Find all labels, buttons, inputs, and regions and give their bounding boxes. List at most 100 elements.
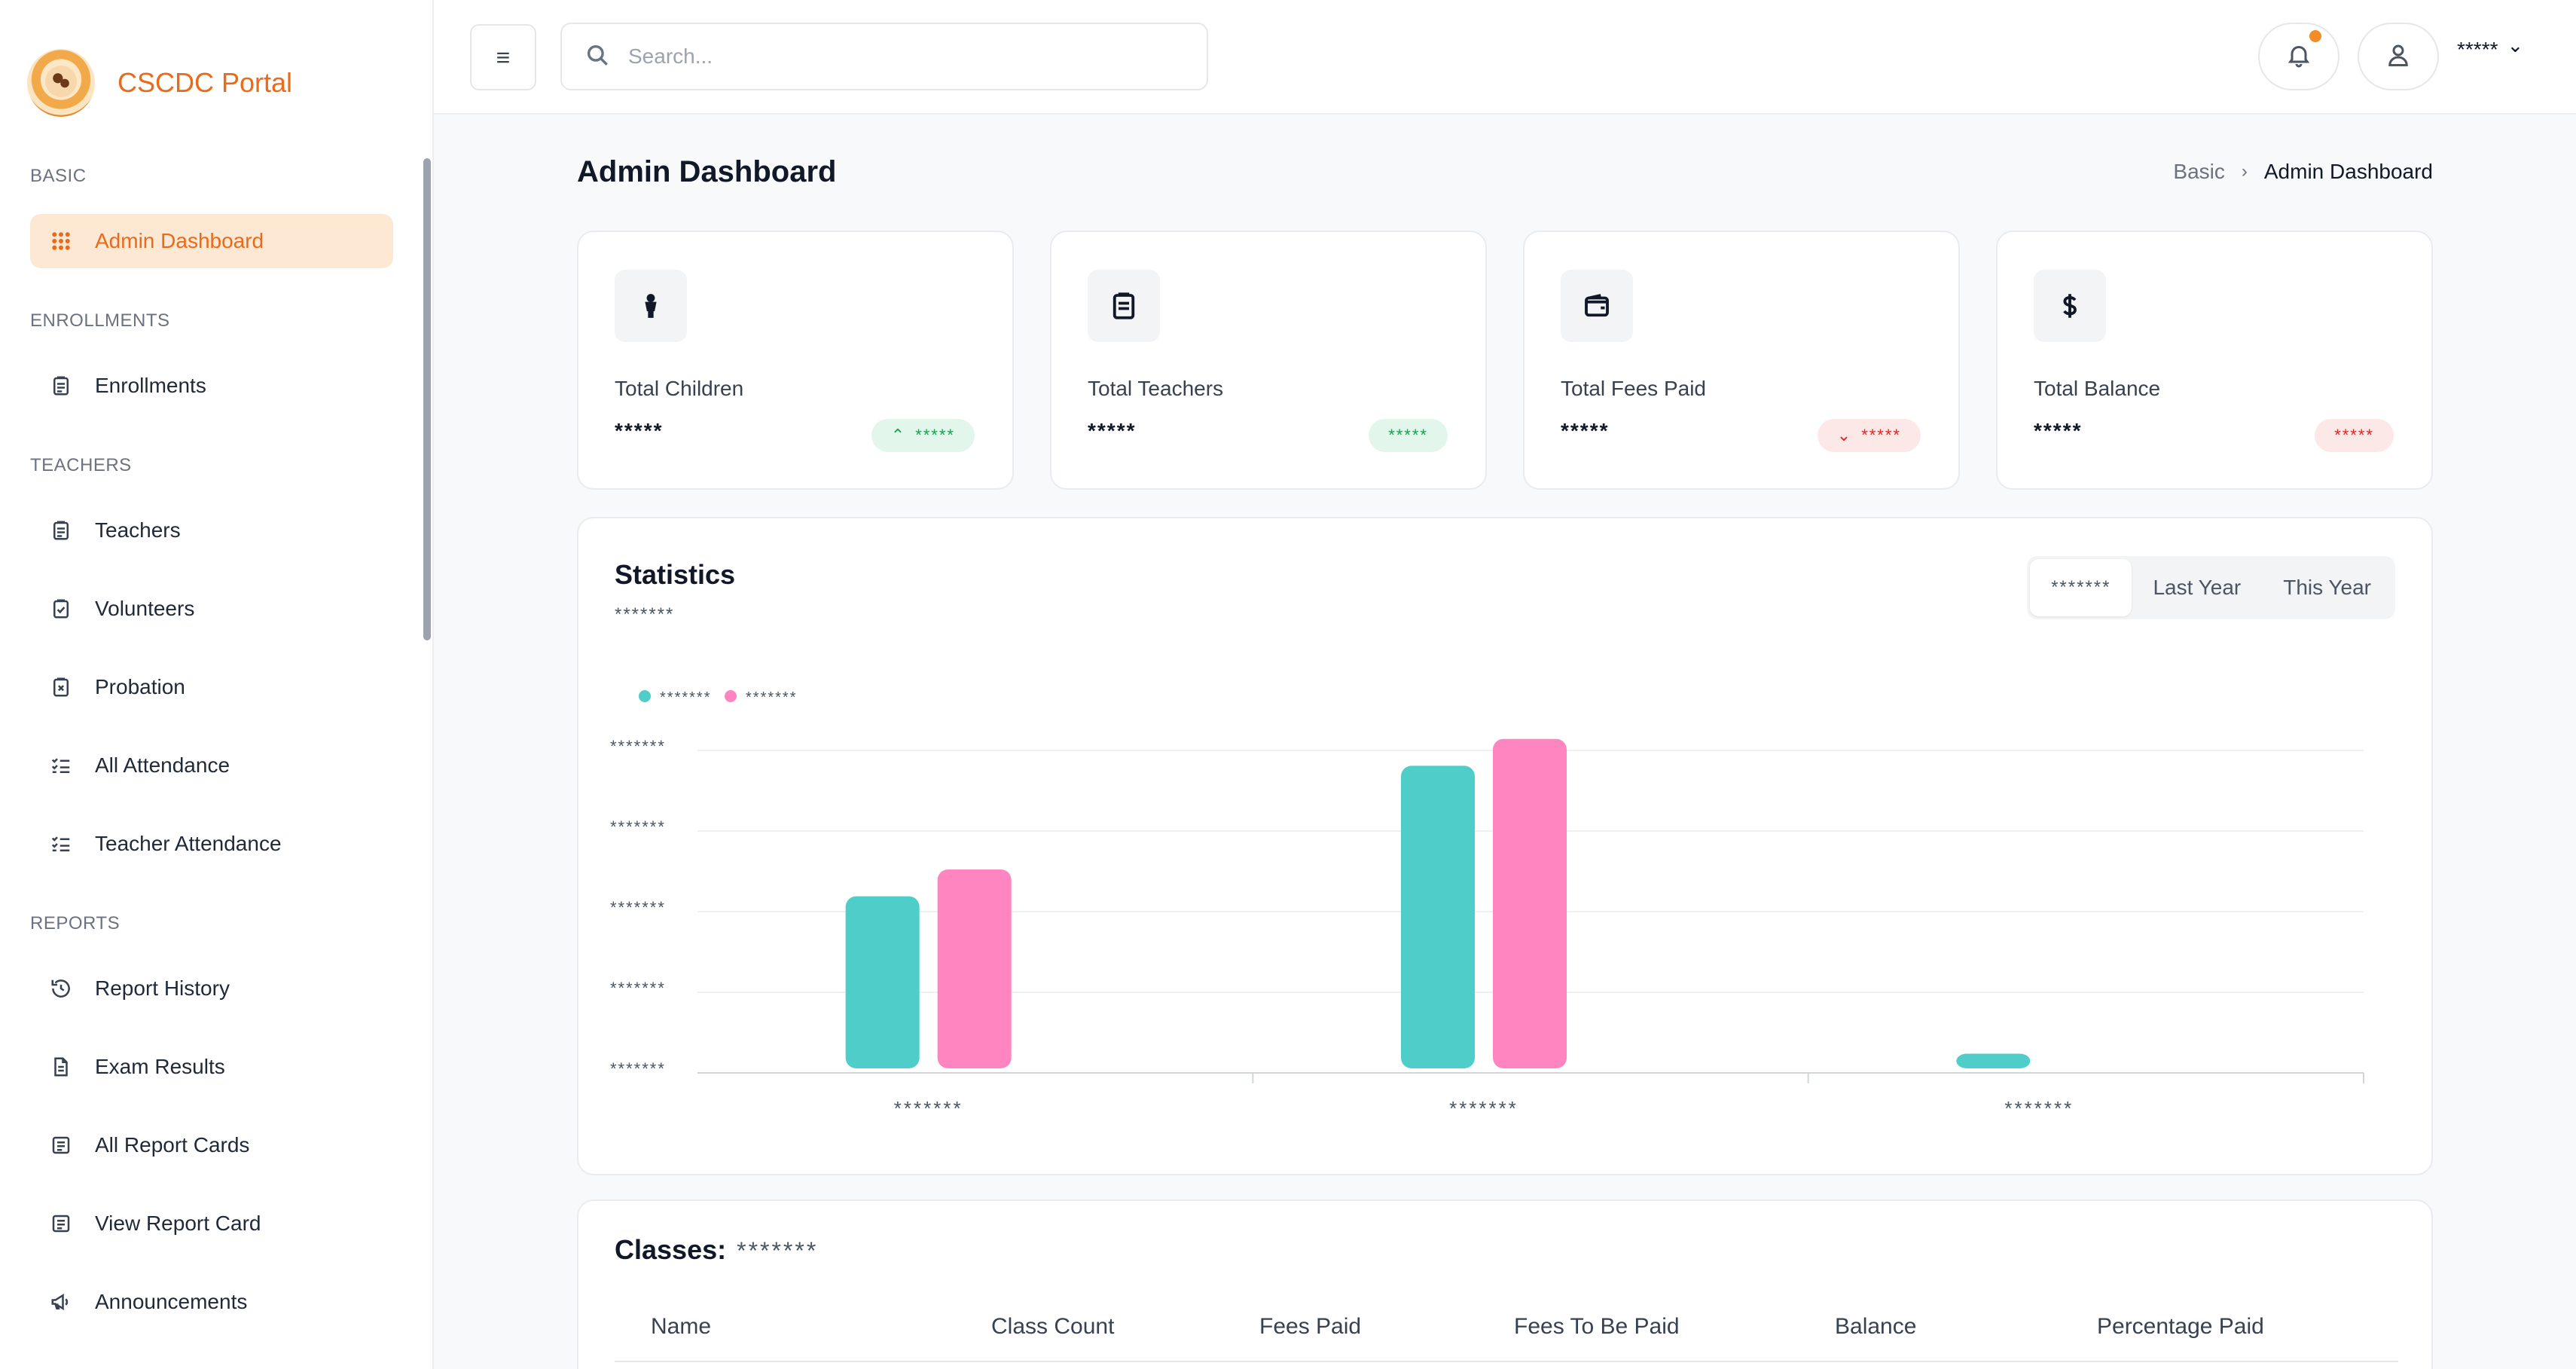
- legend-marker: [639, 690, 651, 702]
- legend-label: *******: [660, 689, 711, 706]
- sidebar-item-label: Probation: [95, 675, 185, 698]
- brand-title: CSCDC Portal: [118, 67, 293, 98]
- sidebar-item-teachers[interactable]: Teachers: [30, 503, 393, 558]
- chevron-up-icon: ⌃: [890, 426, 907, 445]
- card-label: Total Teachers: [1088, 377, 1224, 400]
- stat-card-total-balance: Total Balance ***** *****: [1996, 231, 2433, 490]
- card-value: *****: [1088, 419, 1137, 442]
- sidebar: CSCDC Portal BASIC Admin Dashboard ENROL…: [0, 0, 434, 1369]
- search-input[interactable]: [628, 44, 1155, 69]
- checklist-icon: [50, 833, 72, 855]
- card-label: Total Fees Paid: [1561, 377, 1706, 400]
- x-tick-label: *******: [1449, 1097, 1518, 1120]
- sidebar-item-enrollments[interactable]: Enrollments: [30, 359, 393, 413]
- column-header-percentage-paid[interactable]: Percentage Paid: [2097, 1314, 2264, 1339]
- user-icon: [2385, 41, 2412, 72]
- sidebar-item-label: Enrollments: [95, 374, 206, 397]
- page-title: Admin Dashboard: [577, 155, 837, 188]
- column-header-fees-to-be-paid[interactable]: Fees To Be Paid: [1514, 1314, 1680, 1339]
- user-name: *****: [2457, 38, 2498, 61]
- wallet-icon: [1561, 270, 1633, 342]
- menu-toggle-button[interactable]: ≡: [470, 24, 536, 90]
- notification-dot: [2309, 30, 2321, 42]
- period-button-last-year[interactable]: Last Year: [2153, 576, 2242, 599]
- brand[interactable]: CSCDC Portal: [27, 45, 292, 121]
- breadcrumb-separator-icon: ›: [2241, 161, 2248, 182]
- grid-icon: [50, 230, 72, 252]
- y-tick-label: *******: [610, 817, 666, 836]
- statistics-title: Statistics: [615, 559, 736, 590]
- dollar-icon: [2034, 270, 2106, 342]
- chevron-down-icon: ⌄: [2507, 33, 2524, 57]
- sidebar-item-all-attendance[interactable]: All Attendance: [30, 738, 393, 793]
- table-header-divider: [615, 1361, 2398, 1362]
- breadcrumb-current: Admin Dashboard: [2263, 160, 2433, 183]
- column-header-name[interactable]: Name: [651, 1314, 712, 1339]
- column-header-balance[interactable]: Balance: [1835, 1314, 1917, 1339]
- list-document-icon: [50, 1134, 72, 1157]
- card-value: *****: [615, 419, 664, 442]
- sidebar-item-report-history[interactable]: Report History: [30, 961, 393, 1016]
- history-icon: [50, 977, 72, 1000]
- document-icon: [50, 1056, 72, 1078]
- period-button-this-year[interactable]: This Year: [2283, 576, 2371, 599]
- list-document-icon: [50, 1212, 72, 1235]
- sidebar-item-label: Exam Results: [95, 1055, 225, 1078]
- sidebar-item-label: Report History: [95, 976, 230, 1000]
- top-header: ≡ ***** ⌄: [434, 0, 2576, 115]
- bell-icon: [2285, 41, 2312, 72]
- sidebar-item-admin-dashboard[interactable]: Admin Dashboard: [30, 214, 393, 268]
- y-tick-label: *******: [610, 979, 666, 998]
- legend-marker: [725, 690, 737, 702]
- stat-card-total-fees-paid: Total Fees Paid ***** ⌄ *****: [1523, 231, 1960, 490]
- section-label-enrollments: ENROLLMENTS: [30, 310, 170, 331]
- sidebar-item-probation[interactable]: Probation: [30, 660, 393, 714]
- bar: [937, 869, 1012, 1068]
- sidebar-item-label: All Report Cards: [95, 1133, 250, 1157]
- section-label-reports: REPORTS: [30, 913, 121, 934]
- checklist-icon: [50, 754, 72, 777]
- statistics-bar-chart: ******* ******* ******* ******* ******* *****…: [610, 689, 2364, 1120]
- bar: [845, 896, 920, 1068]
- search-icon: [584, 42, 610, 72]
- bar: [1956, 1053, 2031, 1068]
- sidebar-item-label: Teachers: [95, 518, 181, 542]
- search-box[interactable]: [560, 23, 1208, 90]
- sidebar-item-volunteers[interactable]: Volunteers: [30, 582, 393, 636]
- card-value: *****: [2034, 419, 2083, 442]
- sidebar-item-label: Volunteers: [95, 597, 195, 620]
- breadcrumb-root[interactable]: Basic: [2173, 160, 2225, 183]
- user-avatar-button[interactable]: [2358, 23, 2439, 90]
- section-label-teachers: TEACHERS: [30, 455, 132, 475]
- section-label-basic: BASIC: [30, 166, 87, 186]
- period-button-custom[interactable]: *******: [2030, 559, 2132, 616]
- megaphone-icon: [50, 1291, 72, 1313]
- sidebar-item-teacher-attendance[interactable]: Teacher Attendance: [30, 817, 393, 871]
- sidebar-item-label: Teacher Attendance: [95, 832, 282, 855]
- sidebar-item-view-report-card[interactable]: View Report Card: [30, 1196, 393, 1251]
- sidebar-item-exam-results[interactable]: Exam Results: [30, 1040, 393, 1094]
- column-header-fees-paid[interactable]: Fees Paid: [1259, 1314, 1362, 1339]
- period-toggle: ******* Last Year This Year: [2027, 556, 2395, 619]
- statistics-panel: Statistics ******* ******* Last Year Thi…: [577, 517, 2433, 1175]
- sidebar-item-all-report-cards[interactable]: All Report Cards: [30, 1118, 393, 1172]
- chevron-down-icon: ⌄: [1836, 426, 1853, 445]
- trend-badge: *****: [2315, 419, 2394, 452]
- clipboard-x-icon: [50, 676, 72, 698]
- y-tick-label: *******: [610, 737, 666, 756]
- column-header-class-count[interactable]: Class Count: [991, 1314, 1115, 1339]
- classes-subtitle: *******: [737, 1237, 819, 1264]
- sidebar-item-label: Admin Dashboard: [95, 229, 264, 252]
- trend-badge: *****: [1369, 419, 1448, 452]
- clipboard-check-icon: [50, 597, 72, 620]
- stat-card-total-teachers: Total Teachers ***** *****: [1050, 231, 1487, 490]
- card-label: Total Children: [615, 377, 744, 400]
- sidebar-scrollbar[interactable]: [423, 158, 431, 640]
- sidebar-item-label: Announcements: [95, 1290, 248, 1313]
- classes-title: Classes: *******: [615, 1234, 819, 1265]
- sidebar-item-announcements[interactable]: Announcements: [30, 1275, 393, 1329]
- bar: [1493, 738, 1567, 1068]
- notifications-button[interactable]: [2258, 23, 2339, 90]
- clipboard-icon: [50, 374, 72, 397]
- user-menu[interactable]: ***** ⌄: [2457, 34, 2523, 62]
